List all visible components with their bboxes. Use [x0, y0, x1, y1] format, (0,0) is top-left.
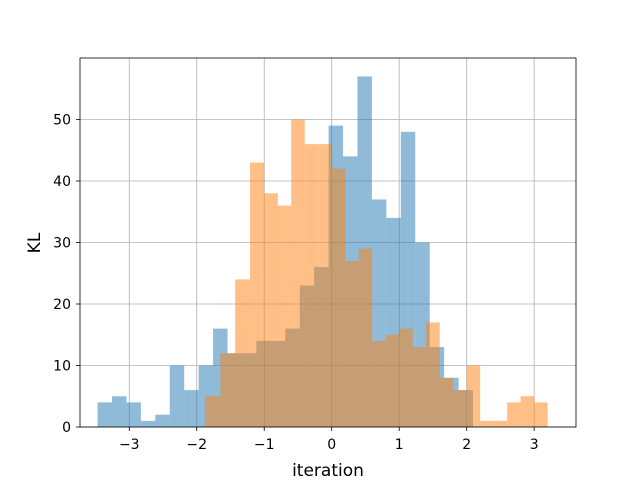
y-tick-label: 0 [62, 420, 71, 436]
histogram-bar [534, 402, 548, 427]
x-tick-label: −3 [119, 437, 140, 453]
histogram-bar [372, 340, 386, 427]
histogram-bar [439, 377, 454, 427]
histogram-bar [126, 402, 141, 427]
x-ticks: −3 −2 −1 0 1 2 3 [119, 427, 539, 453]
histogram-bar [140, 420, 156, 427]
histogram-bar [220, 353, 236, 427]
histogram-bar [331, 168, 346, 427]
histogram-bar [385, 334, 400, 427]
histogram-bar [97, 402, 112, 427]
x-axis-label: iteration [292, 461, 364, 480]
histogram-bar [399, 328, 413, 427]
histogram-bar [277, 205, 292, 427]
histogram-bar [466, 365, 481, 427]
y-tick-label: 30 [53, 236, 71, 252]
y-tick-label: 40 [53, 174, 71, 190]
histogram-bar [426, 322, 440, 427]
histogram-bar [345, 260, 359, 427]
histogram-bar [493, 420, 508, 427]
y-axis-label: KL [25, 232, 45, 253]
x-tick-label: −2 [186, 437, 207, 453]
histogram-bar [111, 396, 127, 427]
y-tick-label: 50 [53, 113, 71, 129]
histogram-bar [264, 193, 278, 427]
y-ticks: 0 10 20 30 40 50 [53, 113, 80, 436]
histogram-bar [184, 390, 199, 427]
histogram-bar [291, 119, 305, 427]
x-tick-label: 1 [395, 437, 404, 453]
histogram-bar [412, 347, 427, 427]
x-tick-label: 3 [530, 437, 539, 453]
histogram-bar [155, 414, 170, 427]
y-tick-label: 20 [53, 297, 71, 313]
histogram-bar [480, 420, 494, 427]
histogram-bar [204, 396, 221, 427]
histogram-bar [250, 162, 265, 428]
histogram-bar [358, 248, 373, 427]
histogram-bar [169, 365, 185, 427]
series-1-bars [204, 119, 548, 428]
x-tick-label: 2 [462, 437, 471, 453]
histogram-bar [235, 279, 251, 427]
x-tick-label: 0 [327, 437, 336, 453]
histogram-bar [304, 144, 319, 427]
y-tick-label: 10 [53, 359, 71, 375]
x-tick-label: −1 [254, 437, 275, 453]
bars [97, 76, 548, 428]
histogram-bar [507, 402, 521, 427]
histogram-bar [453, 390, 467, 427]
histogram-bar [318, 144, 332, 427]
histogram-bar [520, 396, 535, 427]
